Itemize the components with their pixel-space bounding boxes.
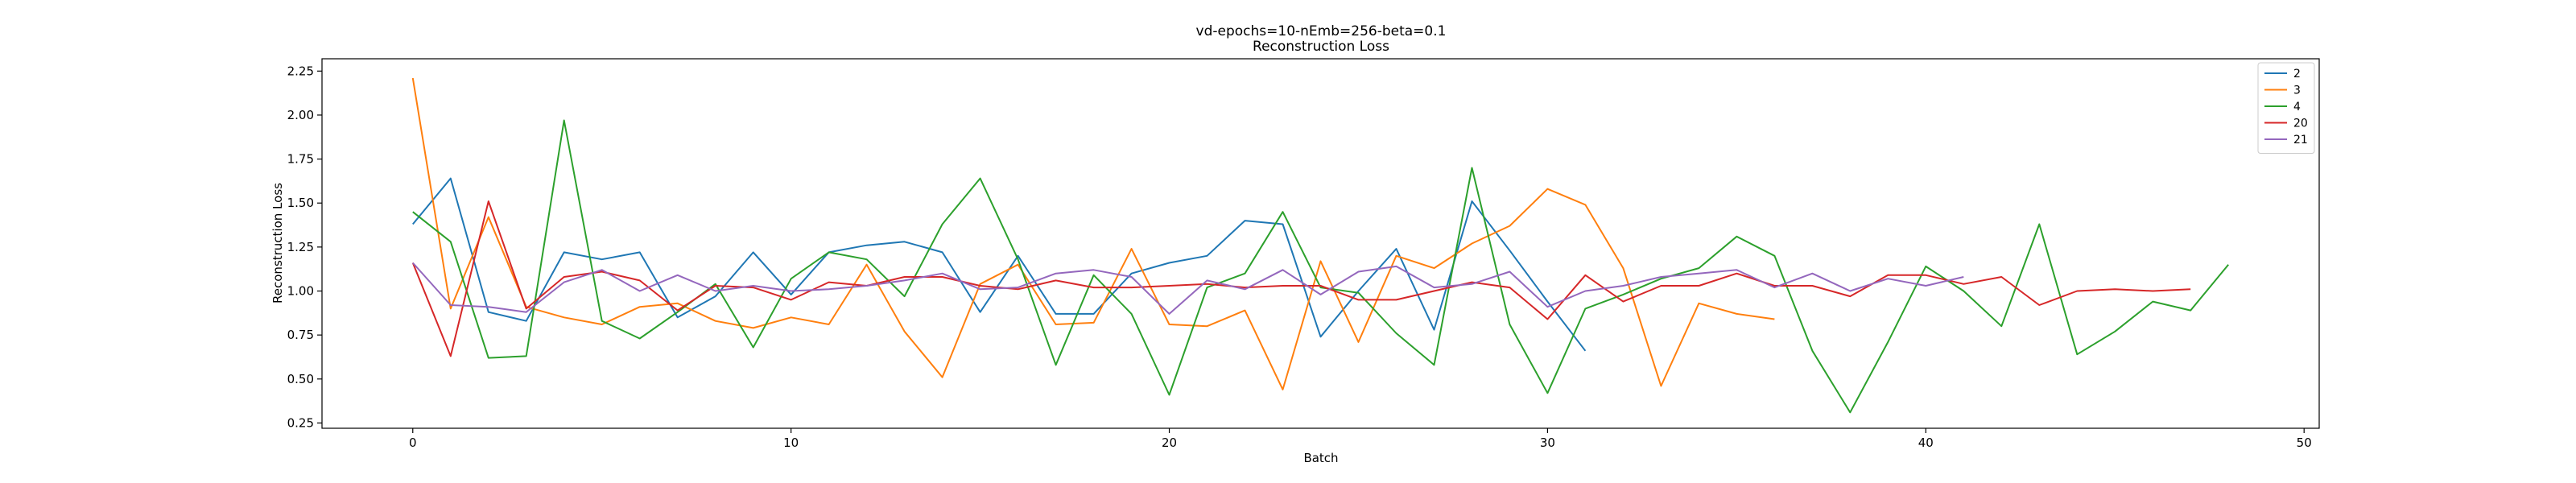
y-tick-label: 0.50 xyxy=(287,372,314,386)
series-line-20 xyxy=(411,200,2191,357)
series-line-4 xyxy=(412,119,2229,414)
legend-label: 21 xyxy=(2293,134,2308,147)
y-tick-label: 2.25 xyxy=(287,64,314,78)
chart-title: vd-epochs=10-nEmb=256-beta=0.1 xyxy=(1196,23,1447,39)
series-line-21 xyxy=(412,262,1964,315)
x-axis: 0 10 20 30 40 50 xyxy=(409,428,2312,450)
axes-frame xyxy=(321,58,2320,429)
x-axis-label: Batch xyxy=(1303,451,1338,465)
series-line-3 xyxy=(411,77,1775,390)
legend-label: 2 xyxy=(2293,68,2301,80)
x-tick-label: 40 xyxy=(1918,436,1934,450)
legend-label: 4 xyxy=(2293,101,2301,114)
legend-label: 20 xyxy=(2293,118,2308,130)
y-axis-label: Reconstruction Loss xyxy=(270,183,285,303)
x-tick-label: 0 xyxy=(409,436,417,450)
y-tick-label: 0.75 xyxy=(287,328,314,342)
y-tick-label: 1.75 xyxy=(287,152,314,167)
chart-subtitle: Reconstruction Loss xyxy=(1253,39,1389,55)
x-tick-label: 30 xyxy=(1540,436,1555,450)
y-tick-label: 0.25 xyxy=(287,415,314,430)
x-tick-label: 50 xyxy=(2297,436,2312,450)
legend: 2 3 4 20 21 xyxy=(2257,62,2315,154)
y-axis: 0.25 0.50 0.75 1.00 1.25 1.50 1.75 2.00 2.25 xyxy=(287,64,322,430)
y-tick-label: 2.00 xyxy=(287,108,314,122)
legend-label: 3 xyxy=(2293,85,2301,97)
plot-area xyxy=(411,77,2229,414)
y-tick-label: 1.50 xyxy=(287,196,314,210)
series-line-2 xyxy=(412,177,1587,352)
x-tick-label: 20 xyxy=(1162,436,1177,450)
legend-frame xyxy=(2257,62,2315,154)
x-tick-label: 10 xyxy=(783,436,799,450)
y-tick-label: 1.25 xyxy=(287,240,314,254)
y-tick-label: 1.00 xyxy=(287,284,314,299)
